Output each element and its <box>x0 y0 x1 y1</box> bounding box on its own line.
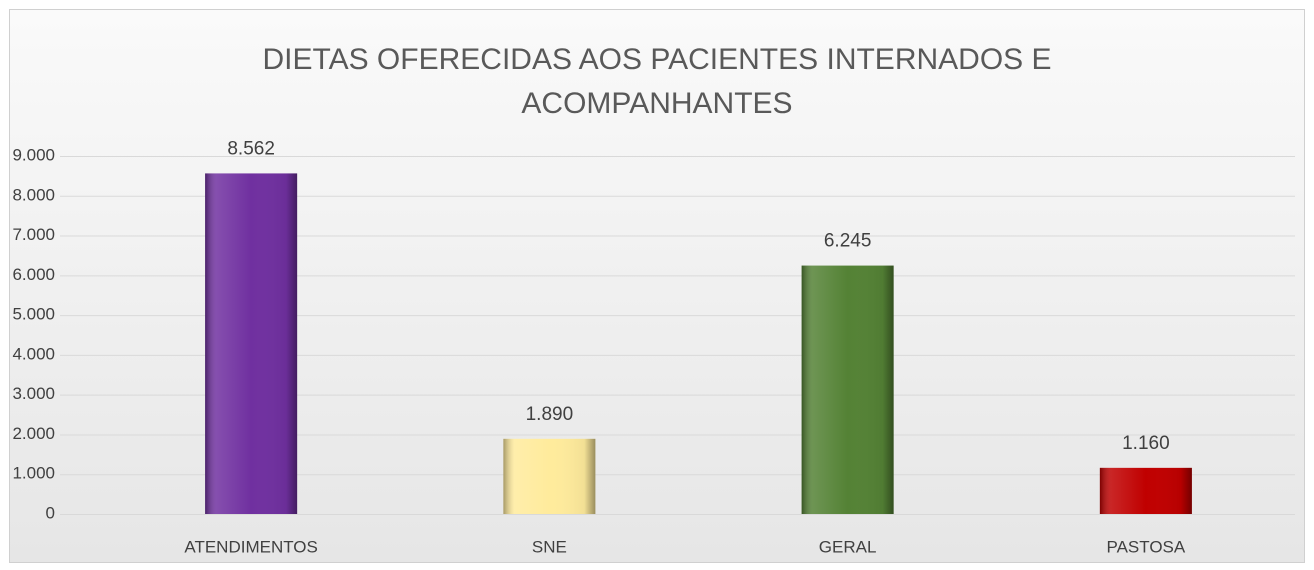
y-tick-label: 9.000 <box>12 145 55 164</box>
y-tick-label: 7.000 <box>12 225 55 244</box>
data-label: 6.245 <box>824 231 872 252</box>
bar <box>205 173 298 514</box>
data-label: 1.160 <box>1122 433 1170 454</box>
y-tick-label: 4.000 <box>12 344 55 363</box>
x-tick-label: PASTOSA <box>1107 537 1186 556</box>
y-tick-label: 8.000 <box>12 185 55 204</box>
x-tick-label: ATENDIMENTOS <box>184 537 318 556</box>
data-label: 1.890 <box>526 404 574 425</box>
y-tick-label: 2.000 <box>12 424 55 443</box>
y-tick-label: 5.000 <box>12 305 55 324</box>
bar <box>1099 467 1192 514</box>
data-label: 8.562 <box>227 138 275 159</box>
y-tick-label: 1.000 <box>12 464 55 483</box>
x-tick-label: SNE <box>532 537 567 556</box>
y-tick-label: 0 <box>46 503 55 522</box>
y-tick-label: 6.000 <box>12 265 55 284</box>
y-tick-label: 3.000 <box>12 384 55 403</box>
chart-title: DIETAS OFERECIDAS AOS PACIENTES INTERNAD… <box>262 43 1052 120</box>
x-tick-label: GERAL <box>819 537 877 556</box>
bar <box>503 438 596 514</box>
bar <box>801 265 894 514</box>
